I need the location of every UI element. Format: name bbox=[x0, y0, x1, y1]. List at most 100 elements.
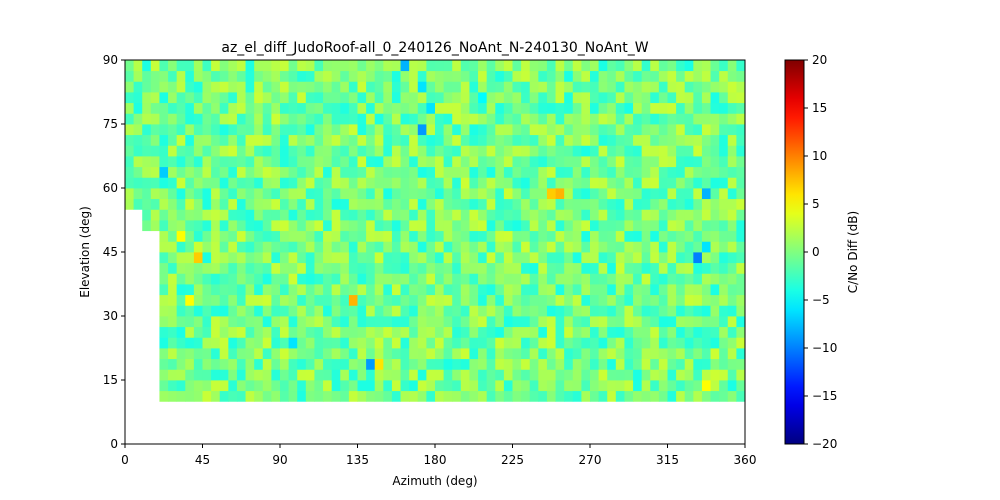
heatmap-cell bbox=[701, 262, 711, 274]
heatmap-cell bbox=[391, 337, 401, 349]
heatmap-cell bbox=[538, 305, 548, 317]
heatmap-cell bbox=[254, 348, 264, 360]
heatmap-cell bbox=[211, 60, 221, 72]
heatmap-cell bbox=[254, 230, 264, 242]
heatmap-cell bbox=[658, 156, 668, 168]
heatmap-cell bbox=[219, 294, 229, 306]
heatmap-cell bbox=[727, 220, 737, 232]
heatmap-cell bbox=[564, 273, 574, 285]
heatmap-cell bbox=[443, 134, 453, 146]
heatmap-cell bbox=[211, 284, 221, 296]
heatmap-cell bbox=[633, 252, 643, 264]
heatmap-cell bbox=[460, 81, 470, 93]
heatmap-cell bbox=[546, 369, 556, 381]
heatmap-cell bbox=[202, 380, 212, 392]
heatmap-cell bbox=[641, 380, 651, 392]
heatmap-cell bbox=[478, 369, 488, 381]
heatmap-cell bbox=[159, 337, 169, 349]
heatmap-cell bbox=[159, 188, 169, 200]
heatmap-cell bbox=[607, 241, 617, 253]
heatmap-cell bbox=[426, 220, 436, 232]
heatmap-cell bbox=[185, 390, 195, 402]
heatmap-cell bbox=[176, 102, 186, 114]
heatmap-cell bbox=[262, 294, 272, 306]
heatmap-cell bbox=[340, 60, 350, 72]
heatmap-cell bbox=[529, 156, 539, 168]
heatmap-cell bbox=[262, 390, 272, 402]
heatmap-cell bbox=[443, 145, 453, 157]
heatmap-cell bbox=[521, 177, 531, 189]
x-tick-label: 225 bbox=[501, 453, 524, 467]
heatmap-cell bbox=[581, 326, 591, 338]
heatmap-cell bbox=[271, 209, 281, 221]
heatmap-cell bbox=[262, 316, 272, 328]
heatmap-cell bbox=[193, 273, 203, 285]
heatmap-cell bbox=[478, 262, 488, 274]
heatmap-cell bbox=[159, 70, 169, 82]
heatmap-cell bbox=[693, 124, 703, 136]
heatmap-cell bbox=[719, 188, 729, 200]
heatmap-cell bbox=[452, 390, 462, 402]
heatmap-cell bbox=[168, 326, 178, 338]
heatmap-cell bbox=[521, 326, 531, 338]
heatmap-cell bbox=[693, 390, 703, 402]
heatmap-cell bbox=[271, 294, 281, 306]
heatmap-cell bbox=[546, 316, 556, 328]
heatmap-cell bbox=[727, 134, 737, 146]
heatmap-cell bbox=[564, 262, 574, 274]
heatmap-cell bbox=[503, 369, 513, 381]
heatmap-cell bbox=[383, 369, 393, 381]
heatmap-cell bbox=[590, 220, 600, 232]
heatmap-cell bbox=[512, 166, 522, 178]
heatmap-cell bbox=[417, 305, 427, 317]
heatmap-cell bbox=[202, 358, 212, 370]
heatmap-cell bbox=[443, 262, 453, 274]
heatmap-cell bbox=[280, 252, 290, 264]
heatmap-cell bbox=[460, 262, 470, 274]
heatmap-cell bbox=[314, 380, 324, 392]
heatmap-cell bbox=[478, 348, 488, 360]
heatmap-cell bbox=[202, 305, 212, 317]
heatmap-cell bbox=[271, 124, 281, 136]
heatmap-cell bbox=[478, 358, 488, 370]
heatmap-cell bbox=[254, 177, 264, 189]
heatmap-cell bbox=[262, 380, 272, 392]
heatmap-cell bbox=[469, 241, 479, 253]
heatmap-cell bbox=[159, 273, 169, 285]
heatmap-cell bbox=[254, 284, 264, 296]
heatmap-cell bbox=[495, 209, 505, 221]
heatmap-cell bbox=[555, 166, 565, 178]
heatmap-cell bbox=[340, 145, 350, 157]
heatmap-cell bbox=[271, 145, 281, 157]
heatmap-cell bbox=[297, 166, 307, 178]
heatmap-cell bbox=[650, 273, 660, 285]
heatmap-cell bbox=[331, 230, 341, 242]
heatmap-cell bbox=[383, 102, 393, 114]
heatmap-cell bbox=[478, 241, 488, 253]
heatmap-cell bbox=[710, 326, 720, 338]
heatmap-cell bbox=[168, 113, 178, 125]
heatmap-cell bbox=[521, 358, 531, 370]
heatmap-cell bbox=[684, 252, 694, 264]
heatmap-cell bbox=[305, 102, 315, 114]
heatmap-cell bbox=[572, 390, 582, 402]
heatmap-cell bbox=[142, 156, 152, 168]
heatmap-cell bbox=[478, 209, 488, 221]
heatmap-cell bbox=[598, 177, 608, 189]
heatmap-cell bbox=[125, 81, 135, 93]
heatmap-cell bbox=[228, 220, 238, 232]
heatmap-cell bbox=[193, 156, 203, 168]
heatmap-cell bbox=[426, 113, 436, 125]
heatmap-cell bbox=[435, 166, 445, 178]
heatmap-cell bbox=[142, 81, 152, 93]
heatmap-cell bbox=[409, 81, 419, 93]
heatmap-cell bbox=[469, 166, 479, 178]
heatmap-cell bbox=[185, 369, 195, 381]
heatmap-cell bbox=[176, 124, 186, 136]
heatmap-cell bbox=[193, 369, 203, 381]
heatmap-cell bbox=[564, 156, 574, 168]
heatmap-cell bbox=[633, 81, 643, 93]
heatmap-cell bbox=[417, 390, 427, 402]
heatmap-cell bbox=[503, 390, 513, 402]
heatmap-cell bbox=[684, 316, 694, 328]
